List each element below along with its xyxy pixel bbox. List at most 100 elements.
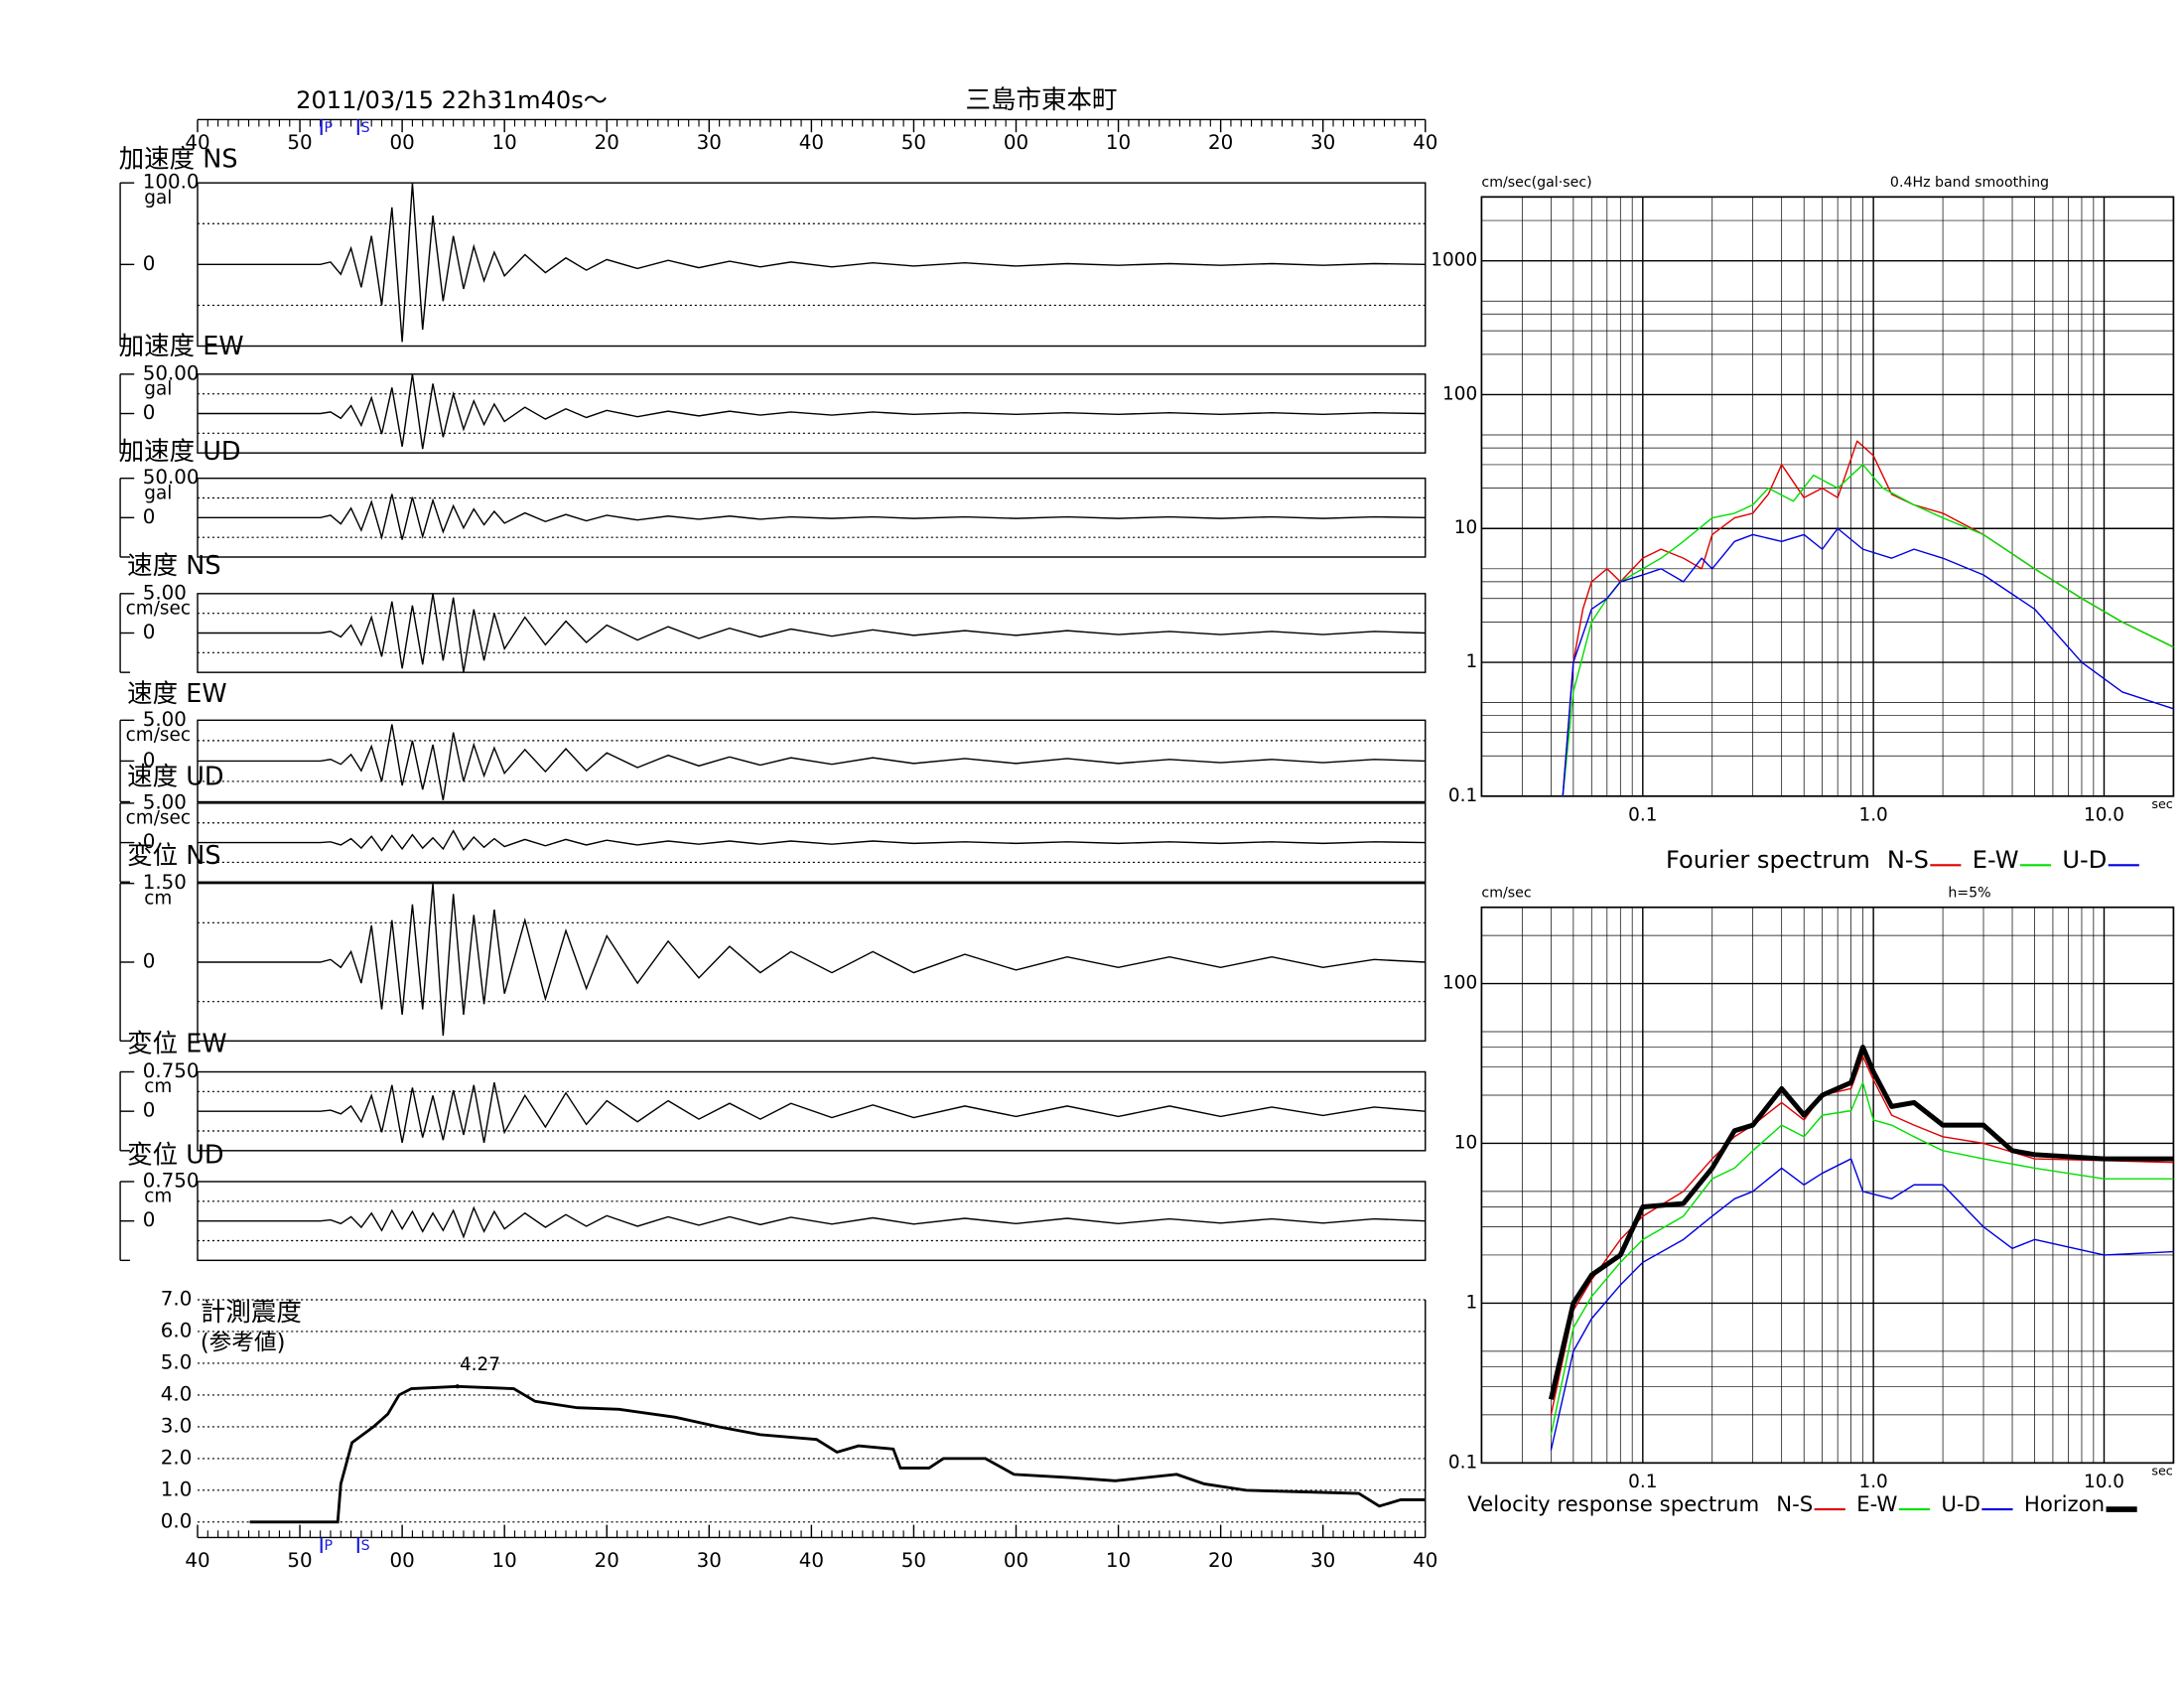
panel-unit: gal	[144, 188, 172, 209]
waveform	[198, 724, 1426, 800]
x-tick-label: 00	[1004, 131, 1028, 154]
y-axis-label: cm/sec(gal·sec)	[1481, 175, 1591, 191]
y-tick-label: 0.750	[143, 1059, 200, 1082]
spectrum-line	[1562, 440, 2174, 796]
x-tick-label: 10	[492, 1549, 517, 1572]
y-tick-label: 100	[1442, 973, 1477, 994]
plot-note: h=5%	[1948, 886, 1990, 902]
panel-unit: cm/sec	[126, 598, 191, 619]
panel-unit: cm	[144, 1076, 172, 1097]
phase-label: P	[325, 1538, 334, 1554]
x-tick-label: 50	[901, 1549, 926, 1572]
panel-title: 変位 NS	[127, 841, 220, 871]
legend-label: U-D	[2062, 846, 2107, 874]
plot-frame	[1480, 196, 2175, 797]
panel-title: 変位 UD	[127, 1141, 223, 1171]
y-tick-label: 1	[1465, 651, 1477, 672]
y-tick-label: 1.50	[143, 871, 187, 894]
panel-title: 加速度 NS	[119, 145, 238, 175]
y-tick-label: 100	[1442, 383, 1477, 404]
y-tick-label: 0.0	[161, 1509, 193, 1532]
waveform	[198, 1205, 1426, 1239]
y-tick-label: 10	[1454, 1132, 1477, 1153]
x-tick-label: 00	[1004, 1549, 1028, 1572]
y-tick-label: 1	[1465, 1292, 1477, 1313]
x-tick-label: 20	[1208, 1549, 1233, 1572]
x-axis-label: sec	[2151, 797, 2173, 812]
y-tick-label: 0.1	[1448, 785, 1477, 806]
y-tick-label: 5.00	[143, 708, 187, 731]
waveform	[198, 1081, 1426, 1144]
x-tick-label: 10	[1106, 1549, 1131, 1572]
panel-unit: cm/sec	[126, 725, 191, 746]
x-tick-label: 30	[697, 131, 722, 154]
spectrum-line	[1550, 1055, 2174, 1416]
waveform	[198, 829, 1426, 852]
x-tick-label: 50	[287, 131, 312, 154]
x-tick-label: 10	[1106, 131, 1131, 154]
panel-title: 加速度 EW	[119, 332, 244, 361]
legend-label: N-S	[1887, 846, 1929, 874]
panel-title: 加速度 UD	[119, 437, 241, 467]
y-tick-label: 0	[143, 401, 156, 424]
x-tick-label: 00	[390, 131, 415, 154]
x-tick-label: 40	[185, 1549, 209, 1572]
y-axis-label: cm/sec	[1481, 886, 1531, 902]
y-tick-label: 50.00	[143, 361, 200, 384]
y-tick-label: 1000	[1431, 250, 1477, 271]
panel-title: 速度 EW	[127, 679, 226, 709]
y-tick-label: 0	[143, 1208, 156, 1231]
x-tick-label: 40	[1413, 131, 1437, 154]
y-tick-label: 3.0	[161, 1414, 193, 1437]
x-tick-label: 40	[799, 1549, 824, 1572]
x-tick-label: 10.0	[2084, 805, 2124, 826]
x-tick-label: 30	[1310, 131, 1335, 154]
y-tick-label: 0	[143, 950, 156, 973]
intensity-title: 計測震度	[201, 1298, 302, 1328]
x-tick-label: 30	[1310, 1549, 1335, 1572]
spectrum-line	[1562, 527, 2174, 796]
x-tick-label: 00	[390, 1549, 415, 1572]
y-tick-label: 5.00	[143, 790, 187, 813]
intensity-subtitle: (参考値)	[201, 1330, 286, 1355]
x-tick-label: 10.0	[2084, 1472, 2124, 1492]
y-tick-label: 100.0	[143, 171, 200, 194]
panel-unit: cm	[144, 1187, 172, 1207]
x-tick-label: 30	[697, 1549, 722, 1572]
x-tick-label: 1.0	[1859, 1472, 1888, 1492]
legend-label: N-S	[1776, 1492, 1813, 1517]
phase-label: P	[325, 120, 334, 136]
y-tick-label: 0.750	[143, 1170, 200, 1193]
y-tick-label: 7.0	[161, 1288, 193, 1311]
plot-title: Velocity response spectrum	[1467, 1492, 1759, 1517]
x-tick-label: 0.1	[1628, 805, 1657, 826]
waveform	[198, 493, 1426, 540]
y-tick-label: 0	[143, 830, 156, 853]
panel-title: 速度 NS	[127, 551, 220, 581]
plot-note: 0.4Hz band smoothing	[1890, 175, 2049, 191]
x-tick-label: 1.0	[1859, 805, 1888, 826]
y-tick-label: 6.0	[161, 1319, 193, 1341]
y-tick-label: 10	[1454, 517, 1477, 538]
y-tick-label: 50.00	[143, 466, 200, 489]
panel-unit: cm/sec	[126, 808, 191, 829]
x-tick-label: 50	[901, 131, 926, 154]
x-tick-label: 20	[595, 1549, 619, 1572]
legend-label: E-W	[1856, 1492, 1897, 1517]
x-tick-label: 10	[492, 131, 517, 154]
y-tick-label: 0	[143, 505, 156, 528]
plot-frame	[1480, 906, 2175, 1465]
spectrum-line	[1550, 1158, 2174, 1451]
spectrum-line	[1550, 1081, 2174, 1436]
panel-frame	[197, 1070, 1427, 1152]
x-tick-label: 40	[799, 131, 824, 154]
y-tick-label: 1.0	[161, 1477, 193, 1500]
y-tick-label: 5.0	[161, 1350, 193, 1373]
phase-label: S	[361, 1538, 370, 1554]
peak-marker	[455, 1384, 460, 1389]
spectrum-line	[1548, 1045, 2174, 1400]
x-axis-label: sec	[2151, 1464, 2173, 1478]
y-tick-label: 0	[143, 252, 156, 275]
panel-unit: gal	[144, 378, 172, 399]
